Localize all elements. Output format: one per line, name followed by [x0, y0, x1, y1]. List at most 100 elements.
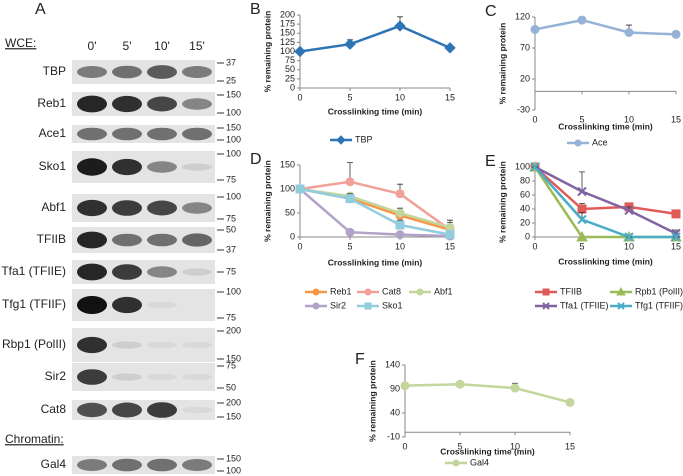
marker-label: 100	[226, 148, 241, 158]
blot-band	[147, 161, 177, 173]
blot-band	[147, 301, 177, 309]
x-tick-label: 5	[457, 441, 462, 451]
blot-label: Rbp1 (PolII)	[2, 337, 66, 351]
x-tick-label: 5	[347, 92, 352, 102]
series-line	[299, 187, 451, 236]
point	[671, 29, 681, 39]
legend-label: Abf1	[434, 286, 453, 296]
blot-label: Tfa1 (TFIIE)	[1, 264, 66, 278]
blot-band	[182, 341, 212, 349]
x-tick-label: 0	[532, 241, 537, 251]
y-axis-title: % remaining protein	[262, 11, 272, 93]
blot-band	[147, 65, 177, 79]
x-tick-label: 10	[395, 241, 405, 251]
x-tick-label: 5	[579, 241, 584, 251]
point	[364, 302, 372, 310]
x-tick-label: 15	[671, 114, 681, 124]
blot-band	[112, 264, 142, 280]
blot-band	[112, 458, 142, 472]
marker-label: 75	[226, 312, 236, 322]
blot-label: Gal4	[41, 457, 67, 471]
marker-label: 100	[226, 107, 241, 117]
point	[294, 45, 306, 58]
y-tick-label: 175	[280, 19, 295, 29]
point	[394, 20, 406, 32]
blot-label: Abf1	[41, 200, 66, 214]
legend-label: Sir2	[330, 300, 346, 310]
blot-strip	[72, 456, 215, 474]
y-tick-label: 50	[285, 64, 295, 74]
marker-label: 75	[226, 360, 236, 370]
marker-label: 200	[226, 325, 241, 335]
x-tick-label: 5	[579, 114, 584, 124]
blot-band	[147, 233, 177, 247]
point	[624, 28, 634, 37]
blot-band	[77, 231, 107, 249]
point	[542, 302, 550, 310]
point	[400, 381, 410, 391]
y-tick-label: 100	[280, 183, 295, 193]
y-tick-label: 0	[290, 82, 295, 92]
x-tick-label: 0	[297, 241, 302, 251]
point	[395, 230, 405, 240]
x-tick-label: 0	[297, 92, 302, 102]
blot-band	[182, 66, 212, 78]
blot-band	[77, 402, 107, 418]
point	[312, 288, 320, 296]
blot-band	[147, 200, 177, 216]
x-tick-label: 10	[395, 92, 405, 102]
x-tick-label: 5	[347, 241, 352, 251]
point	[336, 135, 346, 145]
marker-label: 100	[226, 286, 241, 296]
y-tick-label: 20	[520, 73, 530, 83]
point	[530, 162, 540, 172]
point	[344, 38, 356, 50]
legend-label: Reb1	[330, 286, 352, 296]
y-tick-label: 140	[385, 359, 400, 369]
blot-band	[77, 95, 107, 113]
legend-label: Ace	[592, 137, 608, 147]
blot-band	[147, 96, 177, 112]
point	[576, 230, 588, 242]
blot-band	[112, 127, 142, 141]
blot-band	[77, 459, 107, 471]
blot-band	[77, 199, 107, 217]
blot-strip	[72, 400, 215, 420]
y-tick-label: -10	[387, 431, 400, 441]
series-line	[534, 166, 677, 216]
panel-label: D	[250, 151, 262, 168]
y-tick-label: 75	[285, 55, 295, 65]
panel-label: B	[250, 1, 261, 18]
point	[455, 379, 465, 389]
marker-label: 75	[226, 266, 236, 276]
y-tick-label: 50	[285, 207, 295, 217]
blot-strip	[72, 125, 215, 143]
blot-label: Ace1	[39, 126, 67, 140]
y-axis-title: % remaining protein	[262, 160, 272, 242]
blot-band	[182, 406, 212, 414]
lane-label: 15'	[189, 39, 205, 53]
marker-label: 150	[226, 89, 241, 99]
series-line	[534, 166, 676, 239]
x-axis-title: Crosslinking time (min)	[440, 446, 535, 456]
panel-label: A	[35, 1, 46, 18]
y-tick-label: 0	[525, 231, 530, 241]
series-line	[534, 18, 677, 36]
point	[345, 177, 355, 187]
legend-label: Sko1	[382, 300, 403, 310]
y-tick-label: 150	[280, 159, 295, 169]
point	[295, 184, 305, 194]
blot-band	[147, 341, 177, 349]
point	[577, 214, 587, 225]
x-tick-label: 0	[532, 114, 537, 124]
y-tick-label: 0	[290, 231, 295, 241]
point	[312, 302, 320, 310]
marker-label: 200	[226, 397, 241, 407]
point	[542, 288, 550, 296]
blot-band	[147, 373, 177, 381]
point	[577, 15, 587, 25]
lane-label: 5'	[123, 39, 132, 53]
blot-band	[182, 202, 212, 214]
marker-label: 37	[226, 244, 236, 254]
